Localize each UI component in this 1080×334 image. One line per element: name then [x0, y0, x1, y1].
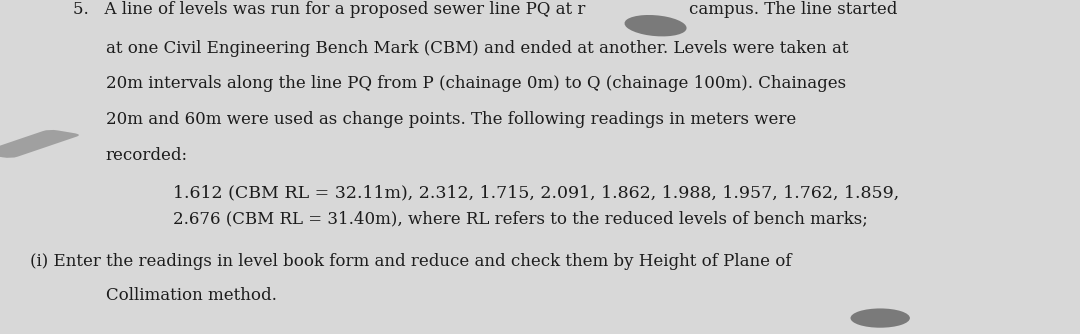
Text: recorded:: recorded: — [106, 147, 188, 164]
Text: 1.612 (CBM RL = 32.11m), 2.312, 1.715, 2.091, 1.862, 1.988, 1.957, 1.762, 1.859,: 1.612 (CBM RL = 32.11m), 2.312, 1.715, 2… — [173, 185, 899, 202]
Text: 2.676 (CBM RL = 31.40m), where RL refers to the reduced levels of bench marks;: 2.676 (CBM RL = 31.40m), where RL refers… — [173, 210, 867, 227]
Text: at one Civil Engineering Bench Mark (CBM) and ended at another. Levels were take: at one Civil Engineering Bench Mark (CBM… — [106, 39, 849, 56]
Text: campus. The line started: campus. The line started — [689, 1, 897, 18]
Text: 20m intervals along the line PQ from P (chainage 0m) to Q (chainage 100m). Chain: 20m intervals along the line PQ from P (… — [106, 75, 846, 93]
Ellipse shape — [851, 308, 909, 328]
Text: 5.   A line of levels was run for a proposed sewer line PQ at r: 5. A line of levels was run for a propos… — [73, 1, 585, 18]
Text: Collimation method.: Collimation method. — [106, 288, 276, 305]
Text: 20m and 60m were used as change points. The following readings in meters were: 20m and 60m were used as change points. … — [106, 112, 796, 129]
Ellipse shape — [624, 15, 687, 36]
Text: (i) Enter the readings in level book form and reduce and check them by Height of: (i) Enter the readings in level book for… — [30, 253, 792, 270]
FancyBboxPatch shape — [0, 130, 79, 158]
